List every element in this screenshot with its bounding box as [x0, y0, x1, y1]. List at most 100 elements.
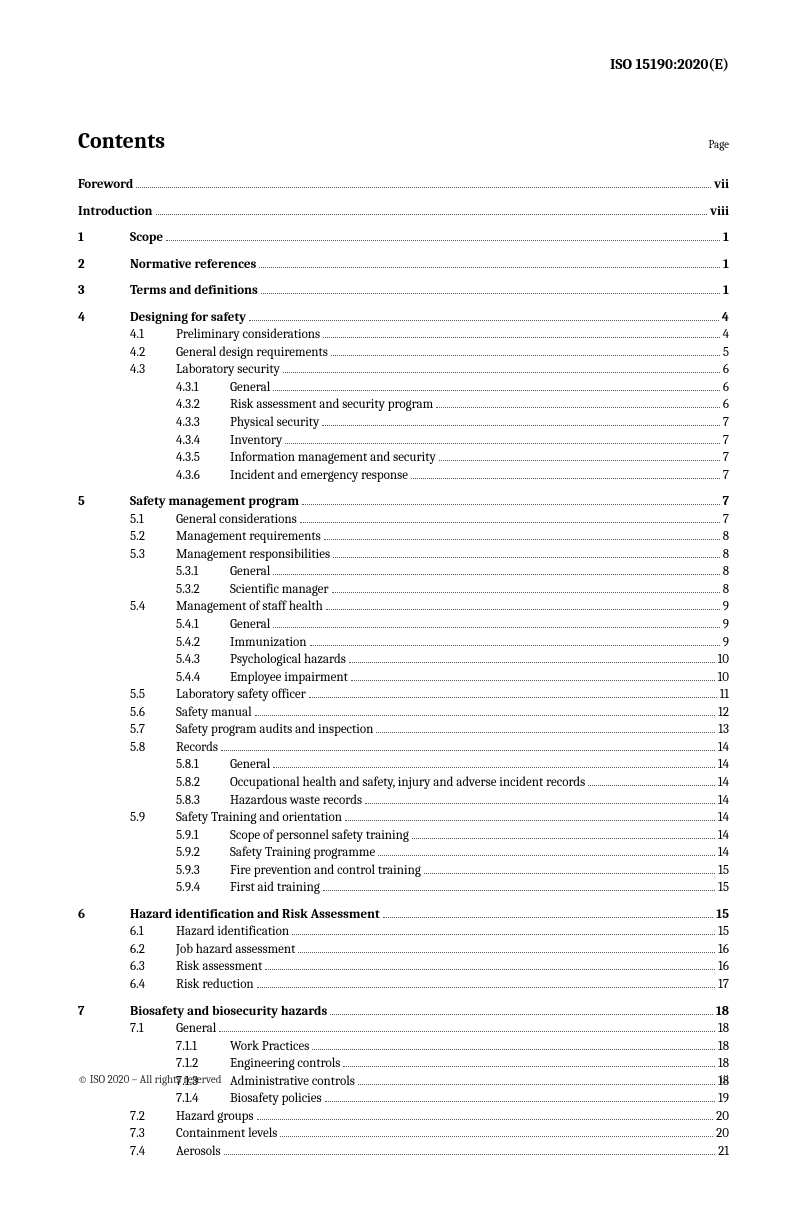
- toc-entry[interactable]: 4.3.1 General 6: [78, 379, 729, 397]
- toc-entry[interactable]: 7.1 General 18: [78, 1020, 729, 1038]
- toc-entry[interactable]: 5.7 Safety program audits and inspection…: [78, 721, 729, 739]
- toc-entry[interactable]: 3 Terms and definitions 1: [78, 282, 729, 300]
- toc-entry[interactable]: 5.5 Laboratory safety officer 11: [78, 686, 729, 704]
- toc-entry-page: 8: [723, 528, 729, 546]
- toc-entry-title: Scope of personnel safety training: [230, 827, 409, 845]
- toc-entry[interactable]: Introduction viii: [78, 203, 729, 221]
- toc-entry[interactable]: 4.3.2 Risk assessment and security progr…: [78, 396, 729, 414]
- toc-entry-title: Work Practices: [230, 1038, 309, 1056]
- toc-entry[interactable]: 4 Designing for safety 4: [78, 309, 729, 327]
- toc-entry[interactable]: 5.2 Management requirements 8: [78, 528, 729, 546]
- toc-entry[interactable]: 7.1.2 Engineering controls 18: [78, 1055, 729, 1073]
- toc-entry[interactable]: 4.3.6 Incident and emergency response 7: [78, 467, 729, 485]
- toc-entry-page: 20: [716, 1108, 729, 1126]
- toc-entry-number: 5.3: [78, 546, 176, 564]
- toc-entry[interactable]: 7.4 Aerosols 21: [78, 1143, 729, 1161]
- toc-entry-number: 7.3: [78, 1125, 176, 1143]
- toc-entry[interactable]: 5.9.2 Safety Training programme 14: [78, 844, 729, 862]
- toc-entry-page: viii: [710, 203, 729, 221]
- toc-entry-title: General: [230, 616, 270, 634]
- toc-entry-title: Foreword: [78, 176, 133, 194]
- toc-entry-page: 6: [723, 379, 729, 397]
- toc-leader: [300, 522, 720, 523]
- toc-leader: [424, 873, 715, 874]
- toc-entry-page: 14: [718, 827, 729, 845]
- toc-entry[interactable]: 7 Biosafety and biosecurity hazards 18: [78, 1003, 729, 1021]
- toc-entry-page: 14: [718, 844, 729, 862]
- toc-entry[interactable]: 1 Scope 1: [78, 229, 729, 247]
- toc-leader: [330, 1014, 713, 1015]
- toc-entry[interactable]: 5.9 Safety Training and orientation 14: [78, 809, 729, 827]
- document-id: ISO 15190:2020(E): [78, 55, 729, 73]
- toc-entry[interactable]: 5.4 Management of staff health 9: [78, 598, 729, 616]
- toc-entry[interactable]: 4.1 Preliminary considerations 4: [78, 326, 729, 344]
- toc-entry[interactable]: 5.3.1 General 8: [78, 563, 729, 581]
- toc-entry-page: 19: [718, 1090, 729, 1108]
- toc-entry-title: Normative references: [130, 256, 256, 274]
- toc-entry[interactable]: 5.8.1 General 14: [78, 756, 729, 774]
- toc-entry-number: 4.3.2: [78, 396, 230, 414]
- toc-entry[interactable]: 6 Hazard identification and Risk Assessm…: [78, 906, 729, 924]
- toc-entry[interactable]: 4.3.4 Inventory 7: [78, 432, 729, 450]
- toc-entry[interactable]: 7.1.1 Work Practices 18: [78, 1038, 729, 1056]
- toc-entry[interactable]: 5.4.1 General 9: [78, 616, 729, 634]
- toc-entry-title: General: [230, 379, 270, 397]
- toc-entry[interactable]: 4.3.3 Physical security 7: [78, 414, 729, 432]
- toc-entry-page: 18: [716, 1003, 729, 1021]
- toc-entry-number: 5.9: [78, 809, 176, 827]
- toc-entry-title: Laboratory safety officer: [176, 686, 306, 704]
- toc-entry[interactable]: 5.4.4 Employee impairment 10: [78, 669, 729, 687]
- toc-entry[interactable]: 6.2 Job hazard assessment 16: [78, 941, 729, 959]
- toc-entry-title: General considerations: [176, 511, 297, 529]
- toc-entry[interactable]: 6.1 Hazard identification 15: [78, 923, 729, 941]
- toc-entry[interactable]: 4.3.5 Information management and securit…: [78, 449, 729, 467]
- toc-entry-title: General: [176, 1020, 216, 1038]
- toc-entry[interactable]: 5 Safety management program 7: [78, 493, 729, 511]
- toc-entry[interactable]: 5.3.2 Scientific manager 8: [78, 581, 729, 599]
- toc-entry-page: 15: [718, 879, 729, 897]
- toc-entry[interactable]: 5.9.4 First aid training 15: [78, 879, 729, 897]
- toc-entry[interactable]: 5.4.2 Immunization 9: [78, 634, 729, 652]
- toc-entry-page: 7: [723, 493, 729, 511]
- toc-entry-page: 14: [718, 792, 729, 810]
- toc-entry[interactable]: 5.6 Safety manual 12: [78, 704, 729, 722]
- toc-entry[interactable]: Foreword vii: [78, 176, 729, 194]
- toc-entry-title: General design requirements: [176, 344, 328, 362]
- toc-entry[interactable]: 4.2 General design requirements 5: [78, 344, 729, 362]
- toc-entry[interactable]: 5.1 General considerations 7: [78, 511, 729, 529]
- toc-entry-title: Aerosols: [176, 1143, 221, 1161]
- toc-entry[interactable]: 5.8.2 Occupational health and safety, in…: [78, 774, 729, 792]
- toc-entry[interactable]: 5.8.3 Hazardous waste records 14: [78, 792, 729, 810]
- toc-entry-page: 21: [718, 1143, 729, 1161]
- toc-entry[interactable]: 5.3 Management responsibilities 8: [78, 546, 729, 564]
- toc-entry[interactable]: 4.3 Laboratory security 6: [78, 361, 729, 379]
- toc-entry[interactable]: 5.4.3 Psychological hazards 10: [78, 651, 729, 669]
- toc-entry[interactable]: 7.1.4 Biosafety policies 19: [78, 1090, 729, 1108]
- toc-entry-number: 4.2: [78, 344, 176, 362]
- toc-entry-title: Safety management program: [130, 493, 299, 511]
- toc-entry-page: 16: [718, 941, 729, 959]
- toc-leader: [257, 1119, 714, 1120]
- toc-leader: [261, 293, 720, 294]
- toc-entry[interactable]: 5.9.3 Fire prevention and control traini…: [78, 862, 729, 880]
- toc-entry-title: First aid training: [230, 879, 320, 897]
- toc-entry-page: 1: [723, 282, 729, 300]
- toc-leader: [439, 460, 720, 461]
- toc-entry[interactable]: 6.4 Risk reduction 17: [78, 976, 729, 994]
- toc-entry-number: 7.1.1: [78, 1038, 230, 1056]
- toc-entry[interactable]: 5.8 Records 14: [78, 739, 729, 757]
- toc-entry[interactable]: 6.3 Risk assessment 16: [78, 958, 729, 976]
- toc-entry-title: Hazardous waste records: [230, 792, 362, 810]
- toc-entry-page: 5: [723, 344, 729, 362]
- toc-entry-title: Incident and emergency response: [230, 467, 408, 485]
- toc-entry[interactable]: 7.3 Containment levels 20: [78, 1125, 729, 1143]
- toc-entry[interactable]: 5.9.1 Scope of personnel safety training…: [78, 827, 729, 845]
- toc-leader: [285, 443, 720, 444]
- toc-entry-number: 5.4.3: [78, 651, 230, 669]
- toc-entry[interactable]: 7.2 Hazard groups 20: [78, 1108, 729, 1126]
- toc-entry-number: 4.3.5: [78, 449, 230, 467]
- toc-entry-title: Risk reduction: [176, 976, 254, 994]
- toc-entry[interactable]: 2 Normative references 1: [78, 256, 729, 274]
- toc-entry-title: Occupational health and safety, injury a…: [230, 774, 585, 792]
- toc-leader: [221, 750, 715, 751]
